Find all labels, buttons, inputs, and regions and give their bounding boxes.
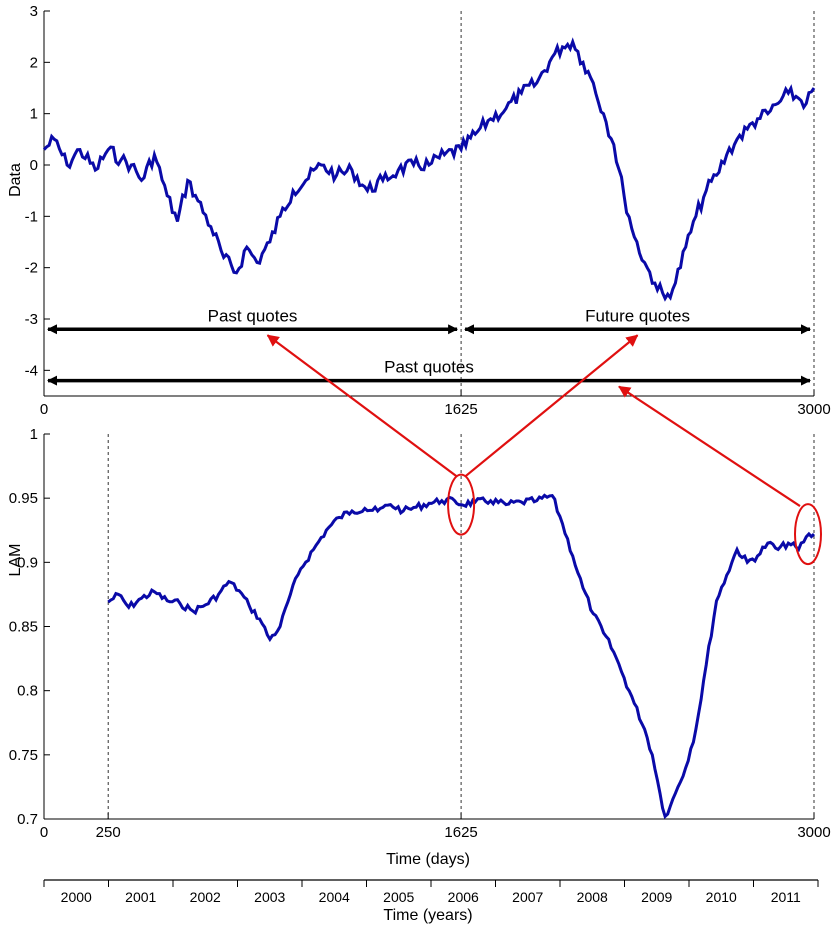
- bottom-xtick-label: 250: [96, 824, 121, 841]
- top-y-ticks: 3 2 1 0 -1 -2 -3 -4: [25, 3, 50, 379]
- highlight-circle: [447, 473, 476, 536]
- bottom-series-line: [107, 493, 816, 820]
- top-ytick-label: -3: [25, 311, 38, 328]
- annotation-label: Past quotes: [208, 306, 298, 325]
- years-tick-label: 2001: [125, 889, 156, 905]
- top-series-line: [42, 37, 816, 302]
- top-ytick-label: -1: [25, 208, 38, 225]
- top-panel: 3 2 1 0 -1 -2 -3 -4 0 1625 3000 Past quotes Future…: [7, 3, 831, 418]
- annotation-label: Past quotes: [384, 358, 474, 377]
- top-x-ticks: 0 1625 3000: [40, 390, 831, 418]
- years-tick-label: 2004: [319, 889, 350, 905]
- red-arrows: [266, 334, 801, 508]
- annotation-label: Future quotes: [585, 306, 690, 325]
- years-tick-label: 2010: [706, 889, 737, 905]
- years-tick-label: 2003: [254, 889, 285, 905]
- years-tick-label: 2006: [448, 889, 479, 905]
- top-ytick-label: 1: [30, 106, 38, 123]
- bottom-plot-area: [44, 434, 814, 819]
- bottom-ytick-label: 1: [30, 426, 38, 443]
- top-xtick-label: 3000: [797, 401, 830, 418]
- top-ytick-label: -4: [25, 362, 38, 379]
- bottom-x-ticks: 0 250 1625 3000: [40, 813, 831, 841]
- top-ytick-label: -2: [25, 260, 38, 277]
- bottom-xlabel: Time (days): [386, 851, 470, 868]
- bottom-xtick-label: 0: [40, 824, 48, 841]
- highlight-circle: [794, 503, 822, 566]
- years-tick-label: 2000: [61, 889, 92, 905]
- years-tick-label: 2011: [771, 889, 801, 905]
- bottom-ytick-label: 0.9: [17, 554, 38, 571]
- red-pointer-arrow: [464, 334, 639, 478]
- years-xlabel: Time (years): [383, 907, 472, 924]
- top-annotations: Past quotes Future quotes Past quotes: [47, 306, 811, 386]
- top-xtick-label: 1625: [444, 401, 477, 418]
- years-tick-label: 2007: [512, 889, 543, 905]
- years-tick-label: 2005: [383, 889, 414, 905]
- highlight-circles: [447, 473, 822, 566]
- years-tick-label: 2008: [577, 889, 608, 905]
- years-tick-label: 2002: [190, 889, 221, 905]
- bottom-ytick-label: 0.95: [9, 490, 38, 507]
- top-ytick-label: 0: [30, 157, 38, 174]
- bottom-y-ticks: 1 0.95 0.9 0.85 0.8 0.75 0.7: [9, 426, 50, 828]
- years-axis: 2000 2001 2002 2003 2004 2005 2006 2007 2008 2009…: [43, 879, 819, 924]
- bottom-ytick-label: 0.75: [9, 747, 38, 764]
- bottom-xtick-label: 3000: [797, 824, 830, 841]
- red-pointer-arrow: [618, 385, 801, 508]
- top-ylabel: Data: [7, 163, 24, 197]
- bottom-ytick-label: 0.8: [17, 683, 38, 700]
- top-ytick-label: 3: [30, 3, 38, 20]
- bottom-xtick-label: 1625: [444, 824, 477, 841]
- bottom-panel: 10.950.90.850.80.750.7 0 250 1625 3000 LAM …: [7, 426, 831, 868]
- top-xtick-label: 0: [40, 401, 48, 418]
- years-tick-label: 2009: [641, 889, 672, 905]
- bottom-ytick-label: 0.85: [9, 619, 38, 636]
- years-ticks: 2000 2001 2002 2003 2004 2005 2006 2007 2008 2009…: [43, 880, 819, 905]
- red-pointer-arrow: [266, 334, 458, 478]
- bottom-vertical-lines: [107, 434, 815, 819]
- top-vertical-lines: [460, 11, 815, 396]
- bottom-ytick-label: 0.7: [17, 811, 38, 828]
- top-ytick-label: 2: [30, 54, 38, 71]
- bottom-ylabel: LAM: [7, 544, 24, 577]
